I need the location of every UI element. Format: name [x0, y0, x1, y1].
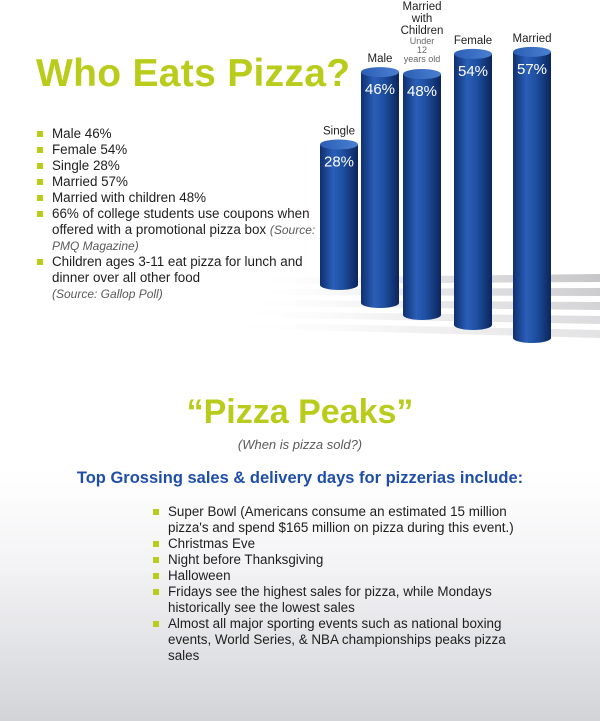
- peak-item: Christmas Eve: [152, 536, 522, 552]
- peak-item: Almost all major sporting events such as…: [152, 616, 522, 664]
- fact-text: Children ages 3-11 eat pizza for lunch a…: [52, 254, 303, 285]
- fact-source: (Source: PMQ Magazine): [52, 223, 316, 253]
- fact-text: Male 46%: [52, 126, 112, 141]
- bar-category-label: Male: [368, 53, 393, 65]
- bar-top: [320, 139, 358, 150]
- bar: 57% Married: [513, 33, 552, 344]
- fact-source: (Source: Gallop Poll): [52, 287, 163, 301]
- peaks-title: “Pizza Peaks”: [186, 393, 414, 431]
- bar-value-label: 57%: [517, 61, 547, 78]
- bar-value-label: 48%: [407, 83, 437, 100]
- bar-category-label: Married: [513, 33, 552, 45]
- fact-item: Married with children 48%: [36, 190, 318, 206]
- page-title: Who Eats Pizza?: [36, 52, 351, 95]
- fact-item: 66% of college students use coupons when…: [36, 206, 318, 254]
- peak-item: Halloween: [152, 568, 522, 584]
- bar: 28% Single: [320, 125, 358, 290]
- fact-text: Single 28%: [52, 158, 120, 173]
- bar-body: [513, 51, 551, 344]
- fact-item: Single 28%: [36, 158, 318, 174]
- bar-value-label: 54%: [458, 63, 488, 80]
- peaks-list: Super Bowl (Americans consume an estimat…: [152, 504, 522, 664]
- bar-category-note: Under 12 years old: [404, 36, 441, 64]
- bar-category-label: Married with Children: [401, 1, 444, 37]
- fact-item: Male 46%: [36, 126, 318, 142]
- fact-text: 66% of college students use coupons when…: [52, 206, 310, 237]
- facts-list: Male 46% Female 54% Single 28% Married 57% M…: [36, 126, 318, 302]
- bar-top: [454, 48, 492, 59]
- bar: 46% Male: [361, 53, 399, 308]
- bar-category-label: Single: [323, 125, 355, 137]
- bar-top: [403, 69, 441, 80]
- bar-value-label: 46%: [365, 81, 395, 98]
- peaks-subtitle: (When is pizza sold?): [237, 437, 363, 452]
- bar-chart: 28% Single 46% Male 48% Married with ChildrenUn…: [218, 1, 600, 344]
- bar-value-label: 28%: [324, 153, 354, 170]
- peak-item: Fridays see the highest sales for pizza,…: [152, 584, 522, 616]
- floor-stripe: [218, 322, 600, 338]
- bar-body: [361, 72, 399, 308]
- bar-top: [361, 67, 399, 78]
- bar-top: [513, 46, 551, 57]
- fact-text: Married with children 48%: [52, 190, 207, 205]
- bar: 54% Female: [454, 35, 492, 331]
- fact-text: Female 54%: [52, 142, 128, 157]
- bar-body: [454, 53, 492, 331]
- fact-item: Female 54%: [36, 142, 318, 158]
- bar-body: [320, 144, 358, 290]
- peak-item: Super Bowl (Americans consume an estimat…: [152, 504, 522, 536]
- bar-body: [403, 74, 441, 320]
- fact-text: Married 57%: [52, 174, 128, 189]
- bar-category-label: Female: [454, 35, 492, 47]
- fact-item: Children ages 3-11 eat pizza for lunch a…: [36, 254, 318, 302]
- fact-item: Married 57%: [36, 174, 318, 190]
- peak-item: Night before Thanksgiving: [152, 552, 522, 568]
- peaks-heading: Top Grossing sales & delivery days for p…: [76, 469, 524, 487]
